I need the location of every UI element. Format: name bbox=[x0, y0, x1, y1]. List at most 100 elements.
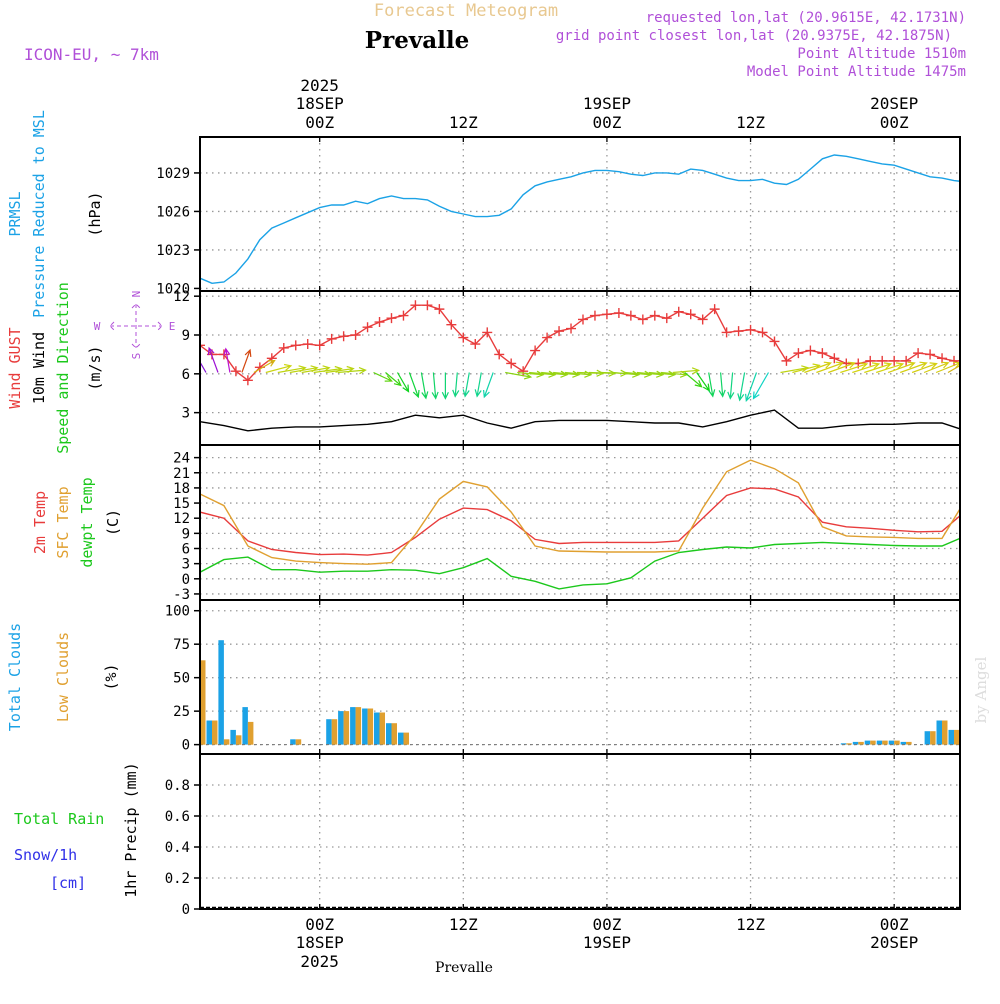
wind-arrow bbox=[738, 373, 745, 401]
gust-marker bbox=[662, 313, 672, 323]
pressure-label: PRMSL bbox=[6, 191, 24, 236]
time-tick-top: 12Z bbox=[449, 113, 478, 132]
wind-arrow bbox=[754, 373, 769, 399]
compass-arrows bbox=[110, 304, 162, 348]
precip-ytick-label: 0.4 bbox=[165, 840, 190, 856]
clouds-label: Total Clouds bbox=[6, 623, 24, 731]
model-label: ICON-EU, ~ 7km bbox=[24, 45, 159, 64]
gust-marker bbox=[650, 311, 660, 321]
temperature-ytick-label: 9 bbox=[182, 526, 190, 542]
gust-marker bbox=[638, 314, 648, 324]
date-label-bottom: 20SEP bbox=[870, 933, 918, 952]
temperature-ytick-label: 15 bbox=[173, 496, 190, 512]
gust-marker bbox=[626, 311, 636, 321]
compass-s: S bbox=[130, 353, 143, 360]
time-tick-bottom: 00Z bbox=[592, 915, 621, 934]
gust-marker bbox=[686, 309, 696, 319]
gust-marker bbox=[817, 348, 827, 358]
pressure-ytick-label: 1023 bbox=[156, 243, 190, 259]
wind-label: Wind GUST bbox=[6, 327, 24, 408]
precip-ytick-label: 0.6 bbox=[165, 809, 190, 825]
gust-marker bbox=[590, 311, 600, 321]
wind-arrow bbox=[973, 354, 984, 373]
clouds-bar-total bbox=[386, 723, 392, 744]
wind-arrow bbox=[996, 351, 1000, 373]
precip-label-unit: [cm] bbox=[50, 874, 86, 892]
gust-marker bbox=[829, 353, 839, 363]
pressure-ytick-label: 1029 bbox=[156, 166, 190, 182]
clouds-bar-low bbox=[344, 711, 350, 745]
clouds-bar-low bbox=[380, 713, 386, 745]
clouds-bar-total bbox=[374, 713, 380, 745]
gust-marker bbox=[602, 309, 612, 319]
wind-ytick-label: 12 bbox=[173, 289, 190, 305]
time-tick-top: 00Z bbox=[592, 113, 621, 132]
gust-marker bbox=[925, 349, 935, 359]
wind-arrow bbox=[374, 373, 392, 382]
gust-marker bbox=[303, 339, 313, 349]
clouds-bar-total bbox=[925, 731, 931, 744]
temperature-line-2m-temp bbox=[200, 479, 1000, 555]
clouds-frame bbox=[200, 600, 960, 754]
clouds-label: Low Clouds bbox=[54, 632, 72, 722]
gust-marker bbox=[363, 322, 373, 332]
clouds-bar-low bbox=[942, 721, 948, 745]
compass-e: E bbox=[169, 320, 176, 333]
clouds-bar-total bbox=[398, 733, 404, 745]
pressure-frame bbox=[200, 137, 960, 291]
gust-marker bbox=[291, 340, 301, 350]
wind-arrow bbox=[728, 373, 734, 399]
temperature-label: 2m Temp bbox=[31, 491, 49, 554]
year-label-top: 2025 bbox=[300, 76, 339, 95]
gust-marker bbox=[351, 330, 361, 340]
clouds-bar-low bbox=[882, 741, 888, 745]
clouds-bar-low bbox=[248, 722, 254, 745]
footer-place: Prevalle bbox=[435, 960, 493, 976]
compass-w: W bbox=[94, 320, 101, 333]
clouds-bar-total bbox=[877, 741, 883, 745]
temperature-frame bbox=[200, 445, 960, 600]
temperature-ytick-label: 24 bbox=[173, 451, 190, 467]
model-altitude: Model Point Altitude 1475m bbox=[747, 64, 966, 80]
wind-label: Speed and Direction bbox=[54, 282, 72, 454]
credit-watermark: by Angel bbox=[972, 656, 990, 723]
gust-marker bbox=[913, 348, 923, 358]
gust-marker bbox=[961, 361, 971, 371]
date-label-top: 18SEP bbox=[296, 94, 344, 113]
requested-coords: requested lon,lat (20.9615E, 42.1731N) bbox=[646, 10, 966, 26]
gust-marker bbox=[781, 356, 791, 366]
time-tick-top: 12Z bbox=[736, 113, 765, 132]
temperature-series-group bbox=[200, 454, 1000, 589]
clouds-bar-total bbox=[865, 741, 871, 745]
clouds-bar-total bbox=[949, 730, 955, 745]
wind-arrow bbox=[484, 373, 494, 398]
clouds-bar-total bbox=[290, 739, 296, 744]
gust-marker bbox=[375, 317, 385, 327]
gust-marker bbox=[339, 331, 349, 341]
temperature-ytick-label: 6 bbox=[182, 542, 190, 558]
clouds-bar-low bbox=[858, 742, 864, 745]
pressure-label: (hPa) bbox=[86, 191, 104, 236]
wind-arrow bbox=[960, 363, 980, 372]
wind-arrow bbox=[242, 350, 251, 373]
gust-marker bbox=[973, 356, 983, 366]
wind-series-group bbox=[192, 300, 1000, 433]
temperature-ytick-label: 3 bbox=[182, 557, 190, 573]
clouds-bar-low bbox=[224, 739, 230, 744]
gust-marker bbox=[327, 334, 337, 344]
gust-marker bbox=[805, 346, 815, 356]
wind-arrow bbox=[709, 373, 715, 397]
time-tick-bottom: 12Z bbox=[736, 915, 765, 934]
compass-n: N bbox=[130, 291, 143, 298]
gust-marker bbox=[985, 358, 995, 368]
clouds-series-group bbox=[195, 640, 1000, 745]
wind-arrow bbox=[208, 348, 218, 372]
pressure-ytick-label: 1026 bbox=[156, 204, 190, 220]
wind-arrow bbox=[453, 373, 459, 397]
time-tick-top: 00Z bbox=[880, 113, 909, 132]
clouds-bar-low bbox=[906, 742, 912, 745]
wind-label: 10m Wind bbox=[30, 332, 48, 404]
